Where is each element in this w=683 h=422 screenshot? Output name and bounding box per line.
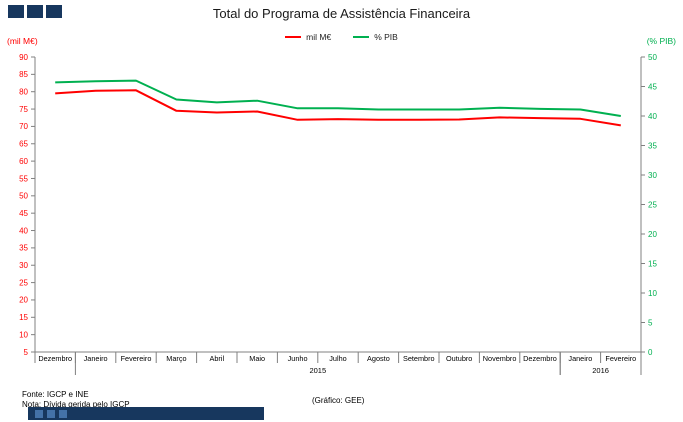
svg-text:25: 25 — [648, 200, 657, 209]
series-line-mil-me — [55, 89, 621, 127]
svg-text:5: 5 — [648, 318, 653, 327]
footer-note: Nota: Dívida gerida pelo IGCP — [22, 400, 130, 409]
logo-square — [46, 5, 62, 18]
logo — [8, 5, 62, 18]
bottom-bar-square — [35, 409, 43, 418]
svg-text:30: 30 — [648, 171, 657, 180]
svg-text:Janeiro: Janeiro — [568, 354, 592, 363]
footer-source-note: Fonte: IGCP e INE Nota: Dívida gerida pe… — [22, 390, 130, 410]
svg-text:90: 90 — [19, 53, 28, 62]
svg-text:60: 60 — [19, 157, 28, 166]
svg-text:2016: 2016 — [592, 366, 609, 375]
svg-text:50: 50 — [648, 53, 657, 62]
left-axis: 5 10 15 20 25 30 35 40 45 50 55 60 65 70 75 80 85 90 — [19, 53, 36, 357]
chart-legend: mil M€ % PIB — [0, 32, 683, 42]
svg-text:40: 40 — [648, 112, 657, 121]
svg-text:15: 15 — [648, 259, 657, 268]
svg-text:80: 80 — [19, 88, 28, 97]
svg-text:Julho: Julho — [329, 354, 346, 363]
svg-text:40: 40 — [19, 226, 28, 235]
svg-text:25: 25 — [19, 278, 28, 287]
left-axis-unit: (mil M€) — [7, 36, 38, 46]
legend-label-pib: % PIB — [374, 32, 398, 42]
legend-swatch-mil-me — [285, 36, 302, 38]
right-axis-unit: (% PIB) — [646, 36, 676, 46]
svg-text:45: 45 — [648, 82, 657, 91]
svg-text:35: 35 — [648, 141, 657, 150]
svg-text:55: 55 — [19, 174, 28, 183]
svg-text:Setembro: Setembro — [403, 354, 435, 363]
right-axis: 0 5 10 15 20 25 30 35 40 45 50 — [640, 53, 657, 357]
svg-text:Junho: Junho — [288, 354, 308, 363]
svg-text:70: 70 — [19, 122, 28, 131]
svg-text:Janeiro: Janeiro — [84, 354, 108, 363]
svg-text:10: 10 — [19, 330, 28, 339]
svg-text:5: 5 — [24, 348, 29, 357]
svg-text:65: 65 — [19, 140, 28, 149]
svg-text:Fevereiro: Fevereiro — [605, 354, 636, 363]
svg-text:20: 20 — [19, 296, 28, 305]
svg-text:Fevereiro: Fevereiro — [121, 354, 152, 363]
x-axis: Dezembro Janeiro Fevereiro Março Abril Maio Ju… — [34, 351, 642, 375]
svg-text:Março: Março — [166, 354, 186, 363]
bottom-bar-square — [47, 409, 55, 418]
legend-label-mil-me: mil M€ — [306, 32, 332, 42]
svg-text:2015: 2015 — [309, 366, 326, 375]
chart-canvas: 5 10 15 20 25 30 35 40 45 50 55 60 65 70 75 80 85 90 0 5 10 1… — [19, 53, 657, 375]
svg-text:Maio: Maio — [249, 354, 265, 363]
svg-text:15: 15 — [19, 313, 28, 322]
footer-credit: (Gráfico: GEE) — [312, 396, 365, 405]
svg-text:0: 0 — [648, 348, 653, 357]
logo-square — [27, 5, 43, 18]
legend-item-mil-me: mil M€ — [285, 32, 331, 42]
svg-text:Agosto: Agosto — [367, 354, 390, 363]
svg-text:85: 85 — [19, 70, 28, 79]
legend-swatch-pib — [353, 36, 370, 38]
footer-source: Fonte: IGCP e INE — [22, 390, 89, 399]
series-line-pib — [55, 79, 621, 117]
svg-text:30: 30 — [19, 261, 28, 270]
svg-text:35: 35 — [19, 244, 28, 253]
svg-text:Outubro: Outubro — [446, 354, 472, 363]
legend-item-pib: % PIB — [353, 32, 398, 42]
svg-text:45: 45 — [19, 209, 28, 218]
svg-text:75: 75 — [19, 105, 28, 114]
chart-title: Total do Programa de Assistência Finance… — [212, 6, 471, 21]
svg-text:50: 50 — [19, 192, 28, 201]
bottom-bar-square — [59, 409, 67, 418]
svg-text:Dezembro: Dezembro — [38, 354, 72, 363]
svg-text:Abril: Abril — [209, 354, 224, 363]
svg-text:20: 20 — [648, 230, 657, 239]
svg-text:Dezembro: Dezembro — [523, 354, 557, 363]
svg-text:Novembro: Novembro — [483, 354, 517, 363]
logo-square — [8, 5, 24, 18]
svg-text:10: 10 — [648, 289, 657, 298]
bottom-bar — [28, 407, 264, 420]
